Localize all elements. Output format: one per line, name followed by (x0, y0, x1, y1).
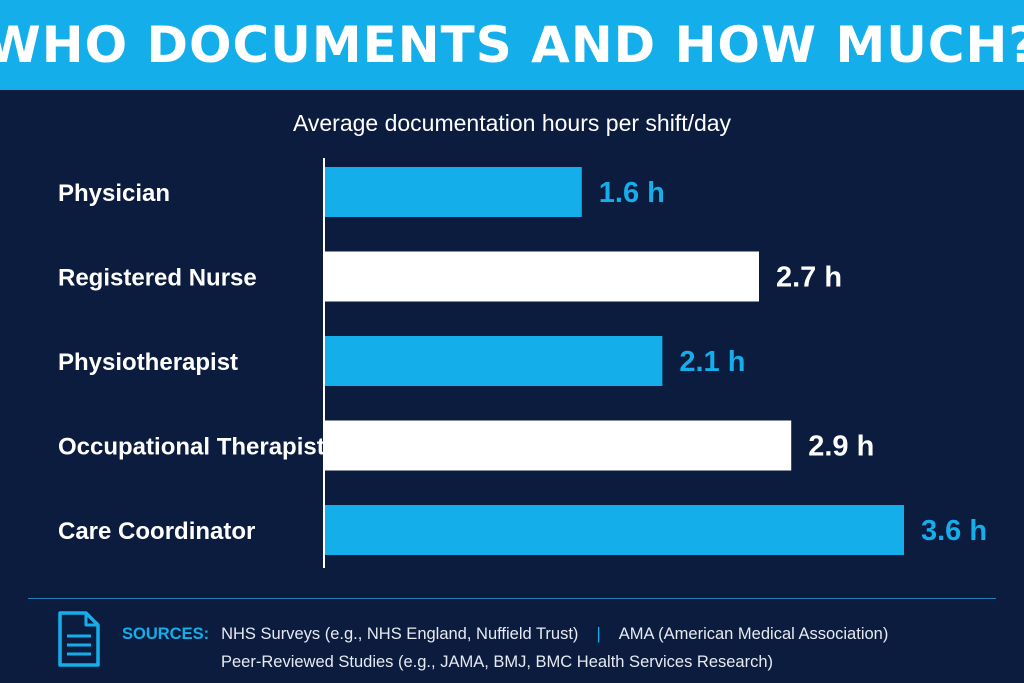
bar (324, 505, 904, 555)
bar (324, 167, 582, 217)
footer-divider (28, 598, 996, 599)
source-nhs: NHS Surveys (e.g., NHS England, Nuffield… (221, 625, 579, 643)
sources-block: SOURCES: NHS Surveys (e.g., NHS England, … (122, 620, 888, 676)
category-label: Physician (58, 180, 170, 207)
value-label: 1.6 h (599, 177, 665, 209)
sources-line-1: SOURCES: NHS Surveys (e.g., NHS England, … (122, 620, 888, 648)
category-label: Care Coordinator (58, 518, 255, 545)
source-peer-reviewed: Peer-Reviewed Studies (e.g., JAMA, BMJ, … (221, 653, 774, 671)
category-label: Occupational Therapist (58, 434, 325, 461)
bar (324, 336, 663, 386)
bar-chart: Physician 1.6 h Registered Nurse 2.7 h Physi… (58, 158, 987, 568)
value-label: 2.1 h (679, 346, 745, 378)
value-label: 2.9 h (808, 431, 874, 463)
sources-line-2: Peer-Reviewed Studies (e.g., JAMA, BMJ, … (122, 648, 888, 676)
source-separator: | (596, 625, 601, 643)
page-title: WHO DOCUMENTS AND HOW MUCH? (0, 16, 1024, 74)
source-ama: AMA (American Medical Association) (618, 625, 889, 643)
chart-subtitle: Average documentation hours per shift/da… (292, 110, 732, 136)
bar (324, 420, 792, 471)
document-icon (58, 611, 100, 667)
category-label: Physiotherapist (58, 349, 238, 376)
sources-label: SOURCES: (122, 625, 210, 643)
value-label: 2.7 h (776, 262, 842, 294)
category-label: Registered Nurse (58, 265, 257, 292)
bar (324, 251, 759, 302)
value-label: 3.6 h (921, 515, 987, 547)
title-banner: WHO DOCUMENTS AND HOW MUCH? (0, 0, 1024, 90)
